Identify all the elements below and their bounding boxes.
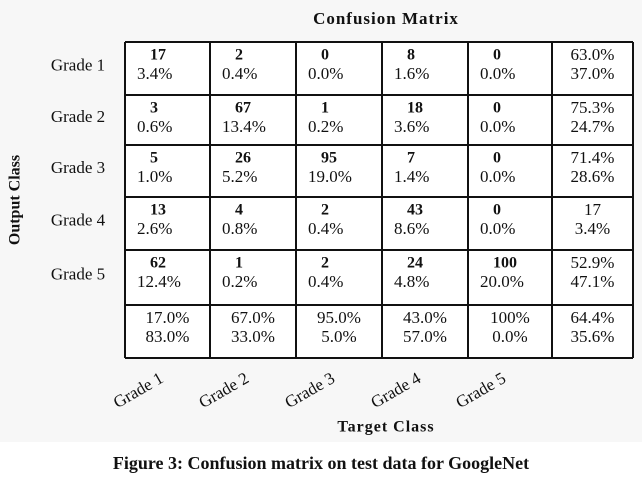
cell-count: 4 — [235, 202, 243, 219]
cell-percent: 35.6% — [571, 327, 615, 346]
cell-count: 8 — [407, 47, 415, 64]
cell-percent: 100% — [490, 308, 530, 327]
cell-count: 0 — [493, 47, 501, 64]
cell-percent: 3.6% — [394, 117, 429, 136]
cell-percent: 3.4% — [575, 219, 610, 238]
cell-percent: 2.6% — [137, 219, 172, 238]
cell-count: 0 — [493, 100, 501, 117]
cell-count: 24 — [407, 255, 423, 272]
cell-percent: 1.0% — [137, 167, 172, 186]
cell-percent: 63.0% — [571, 45, 615, 64]
cell-percent: 0.0% — [480, 219, 515, 238]
cell-count: 100 — [493, 255, 517, 272]
cell-percent: 4.8% — [394, 272, 429, 291]
cell-percent: 95.0% — [317, 308, 361, 327]
cell-count: 2 — [235, 47, 243, 64]
cell-percent: 28.6% — [571, 167, 615, 186]
cell-count: 17 — [150, 47, 166, 64]
cell-percent: 0.0% — [480, 64, 515, 83]
cell-count: 5 — [150, 150, 158, 167]
cell-count: 1 — [321, 100, 329, 117]
cell-count: 1 — [235, 255, 243, 272]
cell-percent: 37.0% — [571, 64, 615, 83]
cell-percent: 0.4% — [308, 272, 343, 291]
row-label: Grade 2 — [51, 107, 105, 126]
cell-percent: 20.0% — [480, 272, 524, 291]
cell-percent: 0.4% — [222, 64, 257, 83]
cell-percent: 19.0% — [308, 167, 352, 186]
cell-count: 26 — [235, 150, 251, 167]
row-label: Grade 3 — [51, 158, 105, 177]
row-label: Grade 4 — [51, 210, 106, 229]
cell-count: 95 — [321, 150, 337, 167]
cell-percent: 13.4% — [222, 117, 266, 136]
chart-title: Confusion Matrix — [313, 9, 459, 28]
cell-percent: 0.8% — [222, 219, 257, 238]
cell-percent: 0.4% — [308, 219, 343, 238]
cell-percent: 12.4% — [137, 272, 181, 291]
cell-percent: 5.0% — [321, 327, 356, 346]
cell-count: 3 — [150, 100, 158, 117]
caption: Figure 3: Confusion matrix on test data … — [113, 453, 529, 473]
cell-count: 2 — [321, 202, 329, 219]
cell-count: 0 — [493, 202, 501, 219]
cell-count: 13 — [150, 202, 166, 219]
cell-percent: 33.0% — [231, 327, 275, 346]
cell-percent: 0.0% — [480, 167, 515, 186]
y-axis-label: Output Class — [7, 155, 24, 245]
cell-percent: 17.0% — [146, 308, 190, 327]
cell-percent: 24.7% — [571, 117, 615, 136]
cell-percent: 64.4% — [571, 308, 615, 327]
cell-percent: 1.6% — [394, 64, 429, 83]
cell-count: 18 — [407, 100, 423, 117]
cell-count: 2 — [321, 255, 329, 272]
x-axis-label: Target Class — [337, 419, 434, 436]
cell-count: 62 — [150, 255, 166, 272]
cell-percent: 57.0% — [403, 327, 447, 346]
cell-count: 0 — [321, 47, 329, 64]
cell-percent: 17 — [584, 200, 602, 219]
cell-count: 7 — [407, 150, 415, 167]
cell-percent: 0.0% — [492, 327, 527, 346]
cell-percent: 67.0% — [231, 308, 275, 327]
row-label: Grade 1 — [51, 55, 105, 74]
cell-percent: 0.2% — [222, 272, 257, 291]
cell-percent: 52.9% — [571, 253, 615, 272]
cell-percent: 3.4% — [137, 64, 172, 83]
cell-percent: 1.4% — [394, 167, 429, 186]
cell-percent: 75.3% — [571, 98, 615, 117]
cell-percent: 5.2% — [222, 167, 257, 186]
cell-percent: 0.0% — [308, 64, 343, 83]
cell-count: 0 — [493, 150, 501, 167]
cell-percent: 0.0% — [480, 117, 515, 136]
cell-count: 43 — [407, 202, 423, 219]
cell-percent: 47.1% — [571, 272, 615, 291]
cell-percent: 0.6% — [137, 117, 172, 136]
cell-percent: 0.2% — [308, 117, 343, 136]
cell-percent: 83.0% — [146, 327, 190, 346]
cell-percent: 71.4% — [571, 148, 615, 167]
cell-percent: 43.0% — [403, 308, 447, 327]
cell-count: 67 — [235, 100, 251, 117]
row-label: Grade 5 — [51, 264, 105, 283]
cell-percent: 8.6% — [394, 219, 429, 238]
matrix-background — [125, 42, 633, 358]
